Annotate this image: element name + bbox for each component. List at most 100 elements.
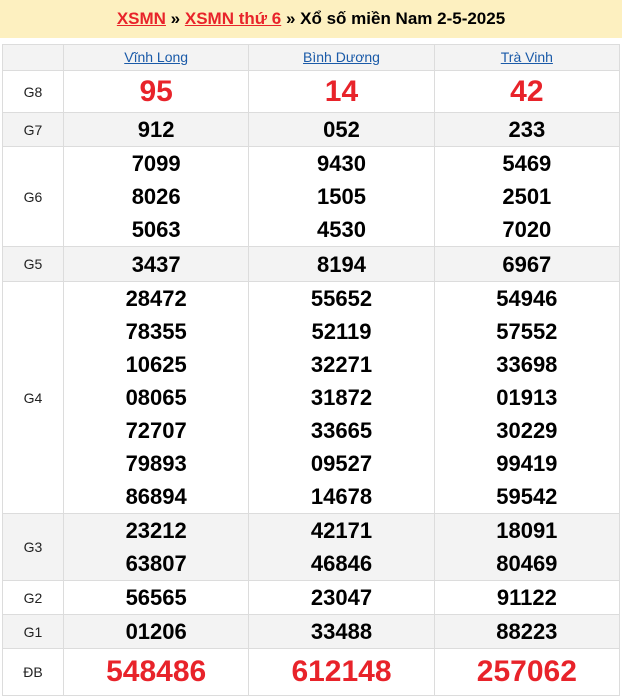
prize-number: 6967 xyxy=(502,251,552,277)
prize-cell: 6967 xyxy=(433,246,621,282)
prize-cell: 23212 63807 xyxy=(62,513,250,581)
results-table: Vĩnh Long Bình Dương Trà Vinh G8 95 14 42 G7 912… xyxy=(2,44,621,696)
prize-cell: 01206 xyxy=(62,614,250,649)
prize-number: 14 xyxy=(324,74,359,108)
prize-label: G6 xyxy=(2,146,64,247)
prize-cell: 56565 xyxy=(62,580,250,615)
page-title: Xổ số miền Nam 2-5-2025 xyxy=(300,9,506,28)
page-title-bar: XSMN » XSMN thứ 6 » Xổ số miền Nam 2-5-2… xyxy=(0,0,622,38)
prize-cell: 23047 xyxy=(248,580,435,615)
prize-number: 01913 xyxy=(496,385,558,410)
prize-label: G7 xyxy=(2,112,64,147)
prize-cell: 55652 52119 32271 31872 33665 09527 14678 xyxy=(248,281,435,514)
prize-row-5: G3 23212 63807 42171 46846 18091 80469 xyxy=(2,513,621,581)
prize-number: 23212 xyxy=(125,518,187,543)
prize-row-1: G7 912 052 233 xyxy=(2,112,621,147)
prize-number: 28472 xyxy=(125,286,187,311)
prize-label: ĐB xyxy=(2,648,64,696)
province-link[interactable]: Vĩnh Long xyxy=(124,48,189,65)
prize-row-4: G4 28472 78355 10625 08065 72707 79893 86894 556… xyxy=(2,281,621,514)
prize-label: G2 xyxy=(2,580,64,615)
prize-number: 33665 xyxy=(310,418,373,443)
prize-cell: 28472 78355 10625 08065 72707 79893 86894 xyxy=(62,281,250,514)
prize-cell: 7099 8026 5063 xyxy=(62,146,250,247)
prize-number: 54946 xyxy=(496,286,558,311)
prize-number: 80469 xyxy=(496,551,558,576)
prize-label: G8 xyxy=(2,70,64,113)
prize-number: 99419 xyxy=(496,451,558,476)
prize-number: 3437 xyxy=(131,251,181,277)
prize-label: G4 xyxy=(2,281,64,514)
prize-number: 88223 xyxy=(496,619,558,644)
prize-number: 14678 xyxy=(310,484,373,509)
prize-number: 42 xyxy=(510,74,544,108)
breadcrumb-separator: » xyxy=(281,9,301,28)
prize-number: 7099 xyxy=(131,151,181,176)
breadcrumb-separator: » xyxy=(165,9,185,28)
prize-cell: 8194 xyxy=(248,246,435,282)
prize-number: 91122 xyxy=(496,585,557,610)
prize-number: 86894 xyxy=(125,484,187,509)
prize-number: 57552 xyxy=(496,319,558,344)
prize-row-8: ĐB 548486 612148 257062 xyxy=(2,648,621,696)
prize-number: 79893 xyxy=(125,451,187,476)
province-link[interactable]: Trà Vinh xyxy=(500,48,553,65)
prize-number: 08065 xyxy=(125,385,187,410)
prize-number: 18091 xyxy=(496,518,558,543)
province-header: Trà Vinh xyxy=(433,44,621,71)
prize-cell: 233 xyxy=(433,112,621,147)
prize-number: 95 xyxy=(139,74,173,108)
prize-number: 56565 xyxy=(125,585,187,610)
prize-number: 55652 xyxy=(310,286,373,311)
prize-row-6: G2 56565 23047 91122 xyxy=(2,580,621,615)
prize-number: 612148 xyxy=(291,655,392,688)
prize-number: 7020 xyxy=(502,217,552,242)
prize-number: 5063 xyxy=(131,217,181,242)
province-header: Bình Dương xyxy=(248,44,435,71)
prize-number: 8194 xyxy=(317,251,366,277)
prize-number: 052 xyxy=(323,117,360,142)
prize-number: 72707 xyxy=(125,418,187,443)
prize-number: 52119 xyxy=(311,319,372,344)
prize-number: 30229 xyxy=(496,418,558,443)
prize-number: 33488 xyxy=(310,619,373,644)
prize-row-2: G6 7099 8026 5063 9430 1505 4530 5469 2501 7020 xyxy=(2,146,621,247)
prize-cell: 5469 2501 7020 xyxy=(433,146,621,247)
prize-number: 9430 xyxy=(317,151,366,176)
prize-cell: 9430 1505 4530 xyxy=(248,146,435,247)
prize-number: 42171 xyxy=(310,518,373,543)
prize-number: 78355 xyxy=(125,319,187,344)
prize-number: 59542 xyxy=(496,484,558,509)
prize-number: 23047 xyxy=(310,585,373,610)
prize-number: 257062 xyxy=(476,655,577,688)
province-link[interactable]: Bình Dương xyxy=(303,48,380,65)
prize-number: 09527 xyxy=(310,451,373,476)
prize-number: 32271 xyxy=(310,352,373,377)
prize-cell: 42 xyxy=(433,70,621,113)
prize-cell: 052 xyxy=(248,112,435,147)
prize-number: 912 xyxy=(137,117,175,142)
xsmn-link[interactable]: XSMN xyxy=(116,9,166,28)
prize-number: 46846 xyxy=(310,551,373,576)
prize-row-3: G5 3437 8194 6967 xyxy=(2,246,621,282)
prize-row-0: G8 95 14 42 xyxy=(2,70,621,113)
prize-number: 33698 xyxy=(496,352,558,377)
prize-number: 10625 xyxy=(125,352,187,377)
prize-row-7: G1 01206 33488 88223 xyxy=(2,614,621,649)
prize-cell: 14 xyxy=(248,70,435,113)
prize-cell: 95 xyxy=(62,70,250,113)
prize-number: 1505 xyxy=(317,184,366,209)
prize-label: G5 xyxy=(2,246,64,282)
prize-cell: 33488 xyxy=(248,614,435,649)
prize-cell: 18091 80469 xyxy=(433,513,621,581)
prize-cell: 548486 xyxy=(62,648,250,696)
prize-number: 548486 xyxy=(106,655,207,688)
prize-cell: 54946 57552 33698 01913 30229 99419 59542 xyxy=(433,281,621,514)
prize-number: 63807 xyxy=(125,551,187,576)
prize-number: 233 xyxy=(508,117,546,142)
prize-cell: 3437 xyxy=(62,246,250,282)
xsmn-friday-link[interactable]: XSMN thứ 6 xyxy=(184,9,282,28)
prize-number: 4530 xyxy=(317,217,366,242)
prize-cell: 612148 xyxy=(248,648,435,696)
prize-number: 5469 xyxy=(502,151,552,176)
